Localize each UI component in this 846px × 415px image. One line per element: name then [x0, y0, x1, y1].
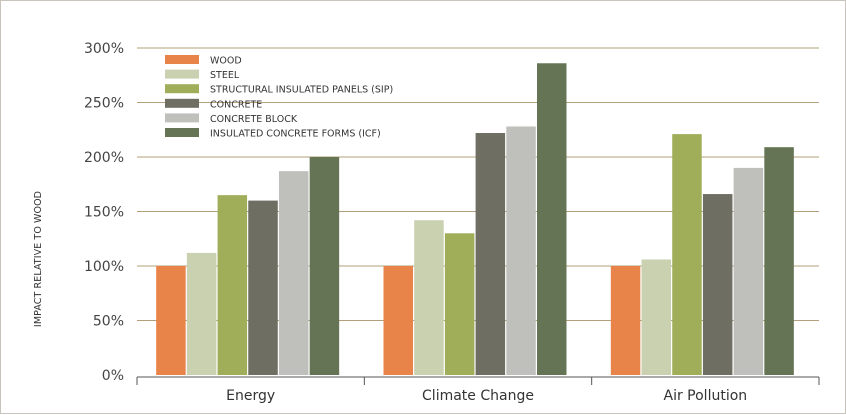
legend-label: STRUCTURAL INSULATED PANELS (SIP)	[210, 85, 393, 96]
bar-steel-climate-change	[414, 220, 444, 375]
y-tick-label: 150%	[84, 205, 124, 221]
bar-steel-energy	[186, 252, 217, 375]
bar-steel-air-pollution	[641, 259, 672, 375]
axes	[136, 376, 820, 385]
x-category-labels: Energy Climate Change Air Pollution	[226, 388, 747, 404]
bar-concrete-block-air-pollution	[733, 167, 764, 375]
legend-swatch	[165, 113, 199, 123]
bar-structural-insulated-panels-sip-climate-change	[444, 233, 475, 375]
legend-swatch	[165, 98, 199, 108]
bar-insulated-concrete-forms-icf-climate-change	[537, 63, 567, 375]
legend: WOOD STEEL STRUCTURAL INSULATED PANELS (SI…	[165, 55, 393, 140]
legend-swatch	[165, 128, 199, 137]
bar-structural-insulated-panels-sip-energy	[217, 195, 248, 375]
legend-label: CONCRETE	[210, 99, 262, 110]
y-tick-label: 100%	[84, 259, 124, 275]
y-tick-label: 250%	[84, 96, 124, 112]
legend-label: INSULATED CONCRETE FORMS (ICF)	[210, 129, 381, 140]
bar-wood-air-pollution	[610, 266, 641, 375]
bar-concrete-energy	[248, 200, 278, 375]
bar-insulated-concrete-forms-icf-air-pollution	[764, 147, 794, 375]
legend-swatch	[165, 55, 199, 64]
y-tick-label: 0%	[102, 368, 124, 384]
bar-insulated-concrete-forms-icf-energy	[309, 157, 340, 375]
bar-concrete-block-energy	[278, 171, 309, 375]
bars	[156, 63, 794, 375]
bar-wood-climate-change	[383, 266, 413, 375]
y-axis-title: IMPACT RELATIVE TO WOOD	[33, 191, 44, 327]
y-tick-labels: 0% 50% 100% 150% 200% 250% 300%	[84, 41, 124, 384]
bar-structural-insulated-panels-sip-air-pollution	[672, 134, 702, 375]
y-tick-label: 50%	[93, 314, 124, 330]
legend-label: STEEL	[210, 70, 240, 81]
legend-label: WOOD	[210, 56, 242, 67]
bar-wood-energy	[156, 266, 186, 375]
x-category-label: Energy	[226, 388, 275, 404]
bar-concrete-air-pollution	[702, 194, 733, 375]
legend-swatch	[165, 69, 199, 79]
x-category-label: Air Pollution	[664, 388, 748, 404]
legend-swatch	[165, 84, 199, 94]
y-tick-label: 300%	[84, 41, 124, 57]
bar-concrete-climate-change	[475, 133, 506, 375]
y-tick-label: 200%	[84, 150, 124, 166]
x-category-label: Climate Change	[422, 388, 534, 404]
legend-label: CONCRETE BLOCK	[210, 114, 298, 125]
bar-concrete-block-climate-change	[506, 126, 536, 375]
